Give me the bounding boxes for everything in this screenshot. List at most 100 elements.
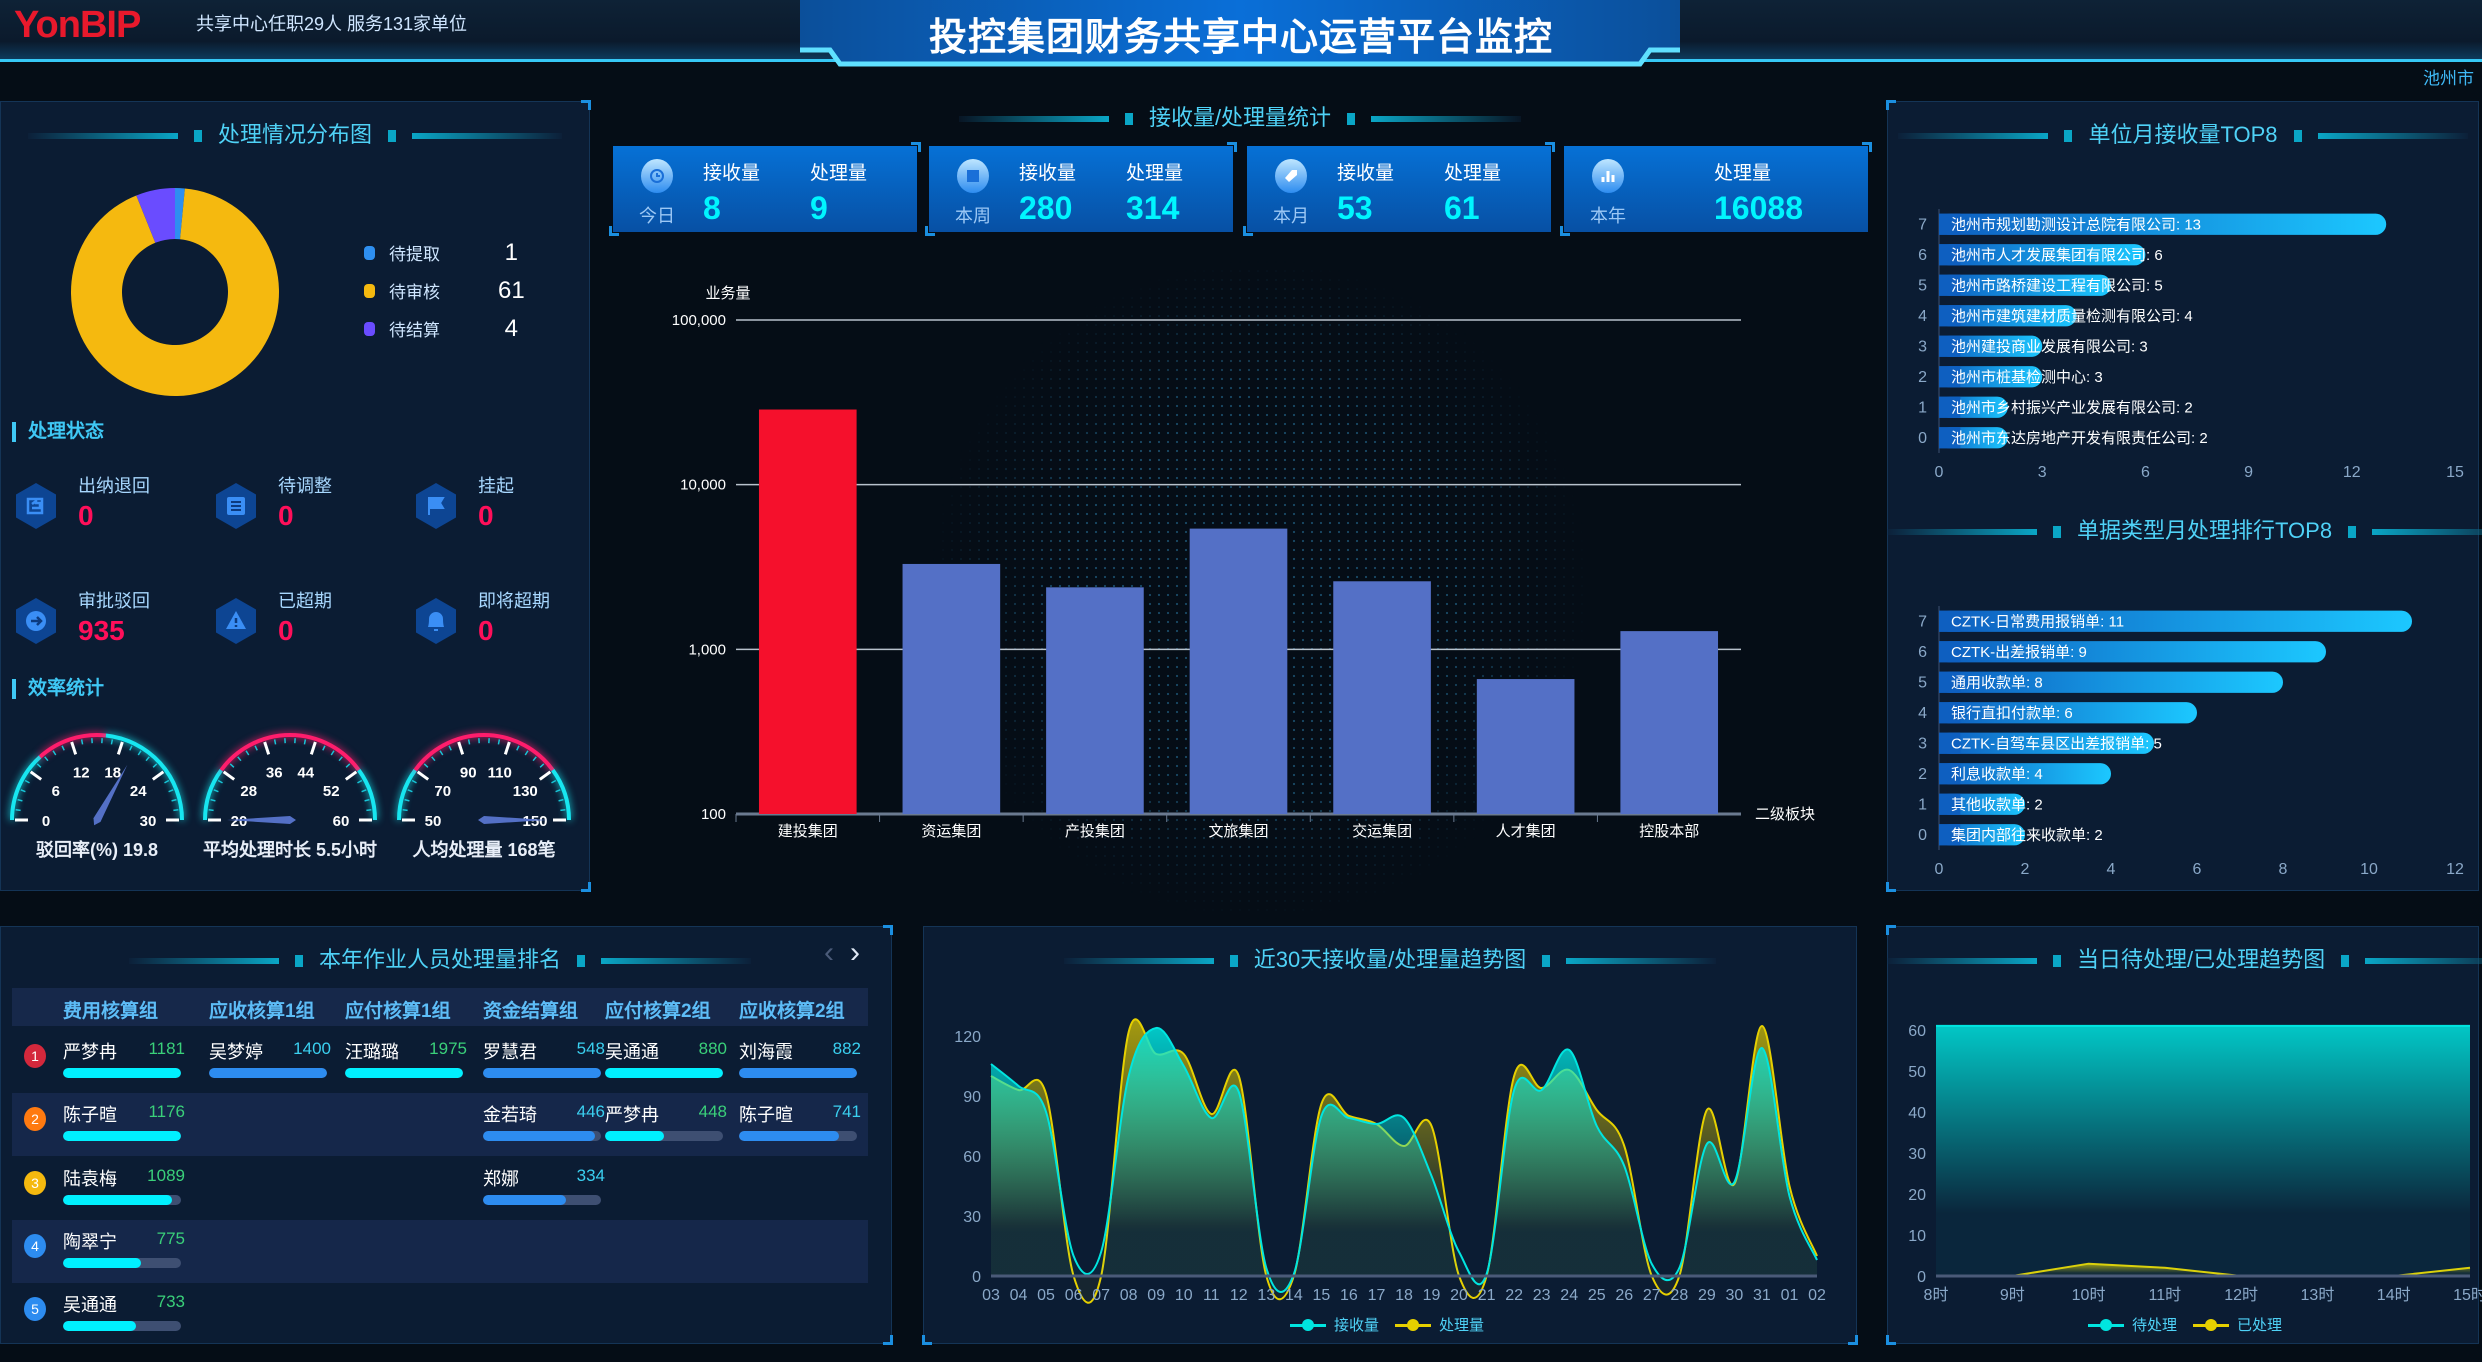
card-proc-value[interactable]: 61 [1444, 190, 1480, 226]
line-接收量 [990, 1027, 1818, 1293]
card-recv-value[interactable]: 8 [703, 190, 721, 226]
y-tick-label: 5 [1918, 277, 1927, 294]
card-period: 本周 [955, 206, 991, 226]
legend-item[interactable]: 待审核 61 [364, 277, 525, 304]
area-接收量 [991, 1027, 1817, 1292]
status-value[interactable]: 0 [478, 615, 494, 646]
gauge-tick-label: 90 [460, 764, 477, 781]
x-tick-label: 文旅集团 [1208, 823, 1268, 840]
column-header: 应付核算2组 [605, 1001, 711, 1022]
card-proc-label: 处理量 [1714, 163, 1772, 184]
gauge-arc [397, 768, 417, 821]
progress-bar [63, 1068, 181, 1078]
card-proc-value[interactable]: 16088 [1714, 190, 1803, 226]
y-tick-label: 3 [1918, 735, 1927, 752]
card-corner [609, 226, 619, 236]
city-selector[interactable]: 池州市 [2423, 69, 2474, 88]
status-value[interactable]: 0 [278, 500, 294, 531]
return-icon[interactable] [14, 482, 58, 530]
legend-item[interactable]: 待提取 1 [364, 239, 518, 266]
bar-start [1939, 763, 1961, 785]
clock-icon [641, 159, 673, 193]
ranking-title: 本年作业人员处理量排名 [0, 942, 880, 974]
warning-icon[interactable] [214, 597, 258, 645]
card-recv-value[interactable]: 280 [1019, 190, 1073, 226]
x-tick-label: 交运集团 [1352, 822, 1412, 840]
table-row-bg [12, 1093, 868, 1156]
legend-done[interactable]: 已处理 [2237, 1317, 2283, 1334]
gauge-needle [227, 816, 296, 824]
card-corner [1862, 142, 1872, 152]
rank-badge-icon: 1 [24, 1044, 46, 1068]
next-page-button[interactable]: › [850, 936, 860, 969]
person-name: 刘海霞 [739, 1042, 793, 1062]
list-icon[interactable] [214, 482, 258, 530]
person-name: 陈子暄 [739, 1105, 793, 1125]
gauge-tick [129, 745, 133, 751]
bar-start [1939, 793, 1961, 815]
x-tick-label: 27 [1643, 1287, 1661, 1304]
card-corner [911, 142, 921, 152]
status-value[interactable]: 0 [278, 615, 294, 646]
status-label: 已超期 [278, 591, 332, 611]
gauge-tick [431, 756, 436, 762]
gauge-tick [345, 763, 351, 768]
legend-dot-icon [364, 321, 375, 336]
legend-recv[interactable]: 接收量 [1334, 1317, 1380, 1334]
status-value[interactable]: 0 [478, 500, 494, 531]
y-tick-label: 20 [1908, 1187, 1926, 1204]
gauge-tick [364, 798, 370, 802]
legend-proc[interactable]: 处理量 [1439, 1317, 1485, 1334]
stats-title: 接收量/处理量统计 [900, 100, 1580, 132]
gauge-tick [303, 739, 307, 745]
person-name: 陆袁梅 [63, 1169, 117, 1189]
status-value[interactable]: 0 [78, 500, 94, 531]
legend-value: 1 [504, 238, 518, 266]
bar-控股本部 [1620, 631, 1719, 814]
bell-icon[interactable] [414, 597, 458, 645]
gauge-tick [524, 750, 529, 756]
card-recv-value[interactable]: 53 [1337, 190, 1373, 226]
distribution-title: 处理情况分布图 [0, 117, 590, 149]
legend-dot-icon [364, 283, 375, 298]
x-tick-label: 17 [1368, 1287, 1386, 1304]
person-name: 罗慧君 [483, 1042, 537, 1062]
column-header: 费用核算组 [63, 1001, 159, 1022]
x-tick-label: 07 [1092, 1287, 1110, 1304]
gauge-tick [44, 756, 49, 762]
bar-start [1939, 641, 1961, 663]
prev-page-button[interactable]: ‹ [824, 936, 834, 969]
card-period: 本年 [1590, 206, 1626, 226]
progress-bar [63, 1258, 181, 1268]
legend-label: 待审核 [389, 283, 440, 302]
y-tick-label: 30 [963, 1209, 981, 1226]
column-header: 资金结算组 [483, 1001, 579, 1022]
gauge-tick [338, 756, 343, 762]
card-proc-value[interactable]: 314 [1126, 190, 1180, 226]
status-value[interactable]: 935 [78, 615, 125, 646]
y-tick-label: 40 [1908, 1105, 1926, 1122]
gauge-tick-label: 130 [513, 783, 538, 800]
y-tick-label: 1 [1918, 796, 1927, 813]
distribution-donut-chart [71, 188, 279, 396]
card-proc-value[interactable]: 9 [810, 190, 828, 226]
gauge-arc-warn [413, 733, 555, 772]
gauge-tick [411, 779, 417, 784]
bar-start [1939, 732, 1961, 754]
person-value: 448 [698, 1102, 727, 1121]
legend-item[interactable]: 待结算 4 [364, 315, 518, 342]
bar-start [1939, 213, 1961, 235]
gauge-tick [330, 750, 335, 756]
gauge-arc [105, 733, 184, 821]
card-recv-label: 接收量 [703, 163, 761, 184]
bar [1939, 763, 2111, 785]
gauge-tick-label: 0 [42, 813, 50, 830]
flag-icon[interactable] [414, 482, 458, 530]
arrow-right-icon[interactable] [14, 597, 58, 645]
status-label: 挂起 [478, 476, 514, 496]
gauge-tick [70, 741, 78, 755]
progress-bar [345, 1068, 463, 1078]
person-value: 1176 [148, 1102, 185, 1121]
legend-pending[interactable]: 待处理 [2132, 1317, 2178, 1334]
gauge-tick [137, 750, 142, 756]
